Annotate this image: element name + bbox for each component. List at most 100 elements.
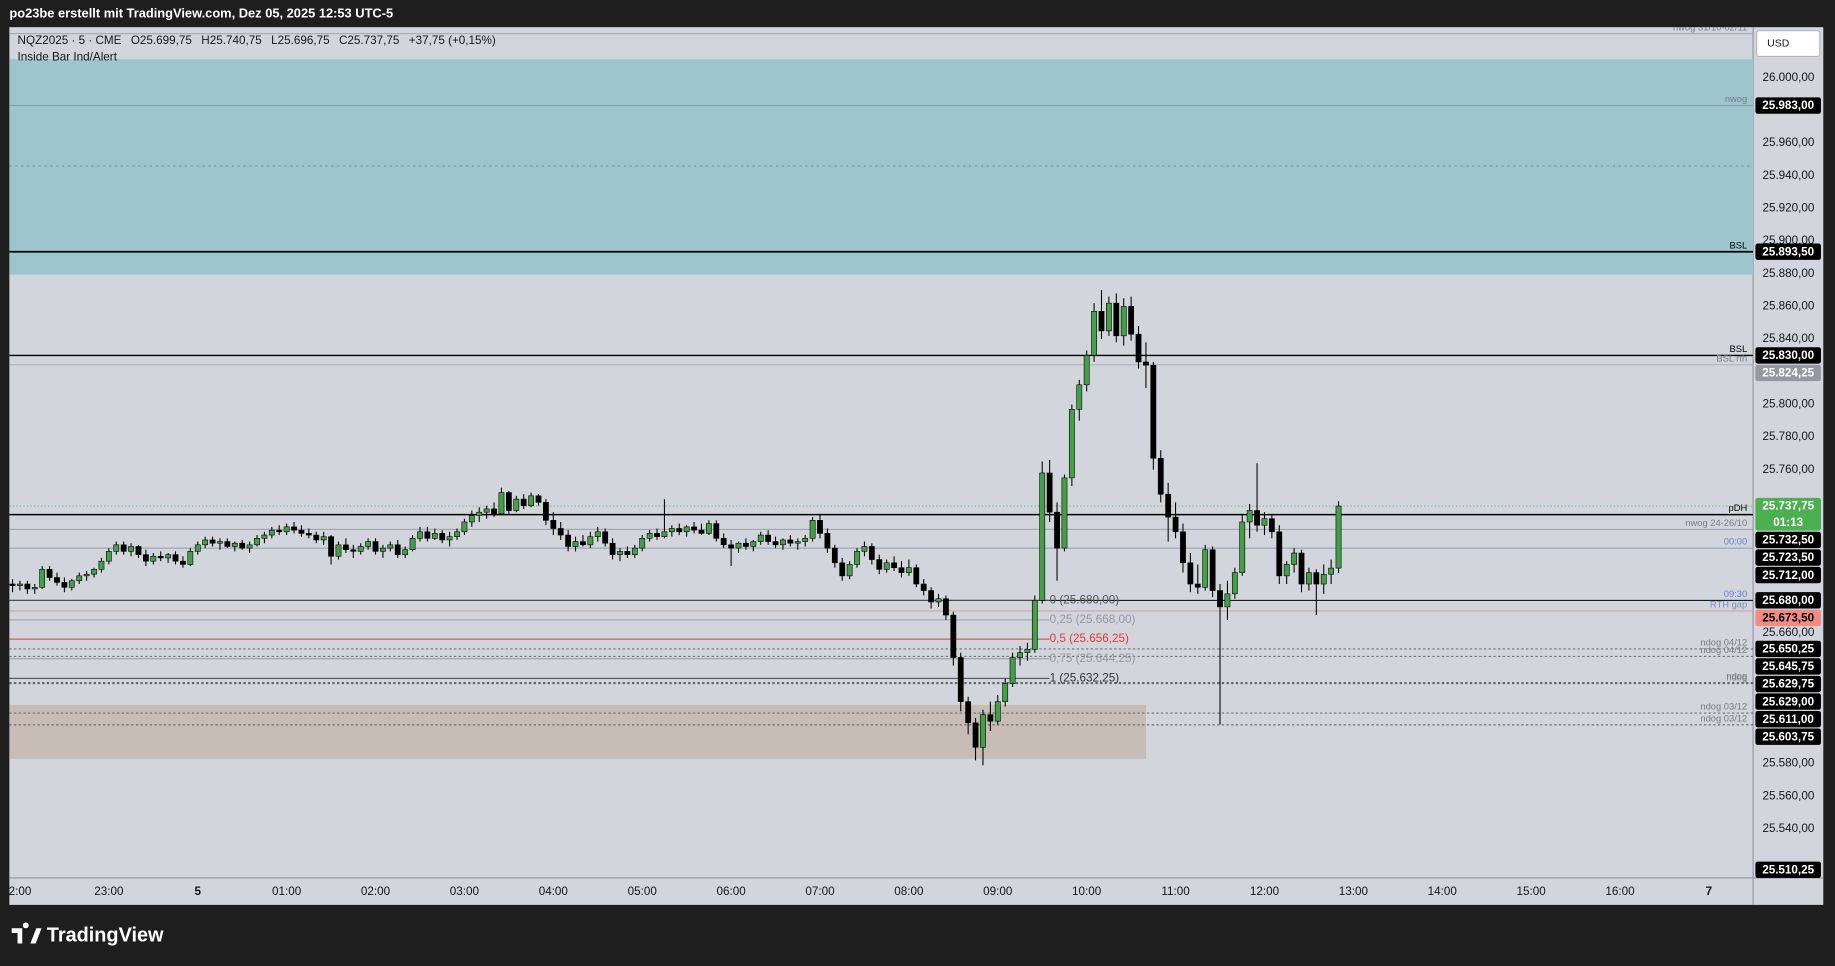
candle-body xyxy=(431,533,438,539)
candle-body xyxy=(17,583,23,586)
candle-body xyxy=(180,560,186,565)
y-tick-label: 25.540,00 xyxy=(1762,822,1814,835)
candle-body xyxy=(68,580,75,588)
candle-body xyxy=(150,555,157,562)
candle-body xyxy=(750,541,757,547)
price-label: 25.650,25 xyxy=(1762,643,1814,656)
candle-body xyxy=(594,531,601,537)
candle-body xyxy=(639,538,646,549)
candle-body xyxy=(409,538,416,551)
candle-body xyxy=(24,583,31,590)
zone xyxy=(9,59,1754,275)
y-tick-label: 25.760,00 xyxy=(1762,463,1814,476)
candle-body xyxy=(631,547,638,555)
price-label: 25.983,00 xyxy=(1762,99,1814,112)
price-label-box xyxy=(1755,609,1821,627)
candle-body xyxy=(1231,572,1238,595)
candle-body xyxy=(898,567,905,573)
candle-body xyxy=(483,508,490,513)
level-name: pDH xyxy=(1728,503,1747,513)
candle-body xyxy=(83,573,90,577)
candle-body xyxy=(676,528,683,533)
candle-body xyxy=(572,541,579,547)
currency[interactable]: USD xyxy=(1767,37,1790,49)
x-tick-label: 5 xyxy=(194,885,201,898)
candle-body xyxy=(1091,311,1097,356)
candle-body xyxy=(624,551,631,555)
candles xyxy=(9,290,1342,766)
indicator: Inside Bar Ind/Alert xyxy=(18,51,118,64)
currency-button[interactable] xyxy=(1756,30,1821,58)
candle-body xyxy=(980,714,986,748)
candle-body xyxy=(172,554,179,562)
candle-body xyxy=(772,541,779,546)
candle-body xyxy=(135,546,142,555)
candle-body xyxy=(1224,593,1231,608)
y-tick-label: 25.860,00 xyxy=(1762,300,1814,313)
candle-body xyxy=(831,547,838,564)
candle-body xyxy=(1268,518,1275,533)
level-name: ndog 04/12 xyxy=(1700,638,1747,648)
x-tick-label: 16:00 xyxy=(1605,885,1635,898)
candle-body xyxy=(128,546,134,552)
fib-label: 0,75 (25.644,25) xyxy=(1050,652,1136,665)
x-tick-label: 10:00 xyxy=(1072,885,1102,898)
candle-body xyxy=(1135,333,1142,363)
current-price-label-box xyxy=(1755,497,1821,531)
candle-body xyxy=(1291,552,1297,565)
candle-body xyxy=(1113,302,1120,337)
candle-body xyxy=(246,544,253,549)
x-tick-label: 7 xyxy=(1706,885,1713,898)
candle-body xyxy=(1076,384,1083,410)
close: C25.737,75 xyxy=(339,34,400,47)
candle-body xyxy=(261,534,268,539)
price-label: 25.732,50 xyxy=(1762,534,1814,547)
price-label-box xyxy=(1755,97,1821,114)
candle-body xyxy=(461,521,468,533)
y-tick-label: 25.800,00 xyxy=(1762,397,1814,410)
y-tick-label: 25.560,00 xyxy=(1762,789,1814,802)
candle-body xyxy=(1165,493,1172,518)
x-tick-label: 06:00 xyxy=(716,885,746,898)
candle-body xyxy=(705,523,712,534)
candle-body xyxy=(187,551,194,565)
candle-body xyxy=(350,549,357,552)
x-tick-label: 04:00 xyxy=(539,885,569,898)
candle-body xyxy=(528,495,534,506)
candle-body xyxy=(1009,657,1016,684)
fib-retracement: 0 (25.680,00) 0,25 (25.668,00) 0,5 (25.656… xyxy=(9,593,1136,684)
candle-body xyxy=(646,533,653,539)
candle-body xyxy=(557,528,564,536)
price-label-box xyxy=(1755,861,1821,878)
candle-body xyxy=(876,559,883,570)
candle-body xyxy=(298,529,305,534)
candle-body xyxy=(224,541,231,547)
candle-body xyxy=(1239,521,1246,573)
candle-body xyxy=(728,544,734,549)
logo-icon xyxy=(11,922,42,944)
price-label: 25.611,00 xyxy=(1763,713,1815,726)
candle-body xyxy=(380,547,386,552)
candle-body xyxy=(920,583,927,591)
candle-body xyxy=(1180,531,1186,564)
candle-body xyxy=(372,541,379,552)
candle-body xyxy=(39,569,46,588)
candle-body xyxy=(305,533,312,536)
candle-body xyxy=(743,542,749,547)
candle-body xyxy=(691,526,697,531)
level-name: RTH gap xyxy=(1710,600,1747,610)
fib-label: 0,25 (25.668,00) xyxy=(1050,613,1136,626)
candle-body xyxy=(357,546,364,552)
y-tick-label: 25.660,00 xyxy=(1762,626,1814,639)
level-name: nwog 24-26/10 xyxy=(1685,518,1747,528)
level-name: ndog 03/12 xyxy=(1700,702,1747,712)
candle-body xyxy=(1120,306,1127,337)
candle-body xyxy=(320,536,327,541)
fib-label: 0,5 (25.656,25) xyxy=(1050,632,1129,645)
candle-body xyxy=(580,541,586,546)
candle-body xyxy=(802,538,809,542)
price-label-box xyxy=(1755,675,1821,693)
x-tick-label: 13:00 xyxy=(1339,885,1369,898)
level-name: ndog xyxy=(1726,671,1747,681)
